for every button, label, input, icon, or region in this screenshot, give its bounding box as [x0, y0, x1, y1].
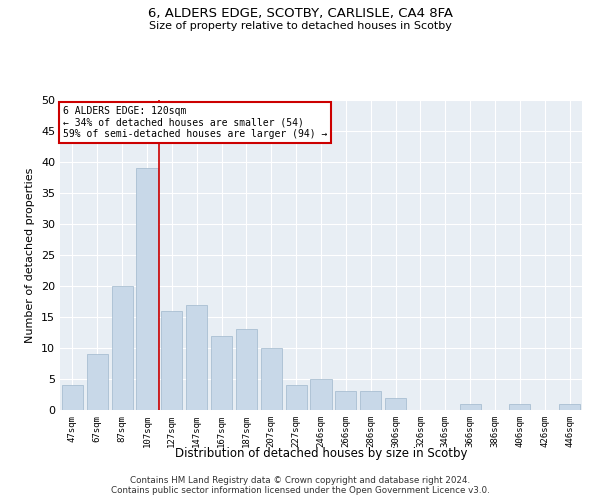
Text: 6 ALDERS EDGE: 120sqm
← 34% of detached houses are smaller (54)
59% of semi-deta: 6 ALDERS EDGE: 120sqm ← 34% of detached …: [62, 106, 327, 140]
Bar: [161, 311, 182, 410]
Text: Contains public sector information licensed under the Open Government Licence v3: Contains public sector information licen…: [110, 486, 490, 495]
Bar: [335, 392, 356, 410]
Text: Distribution of detached houses by size in Scotby: Distribution of detached houses by size …: [175, 448, 467, 460]
Text: Contains HM Land Registry data © Crown copyright and database right 2024.: Contains HM Land Registry data © Crown c…: [130, 476, 470, 485]
Bar: [261, 348, 282, 410]
Y-axis label: Number of detached properties: Number of detached properties: [25, 168, 35, 342]
Bar: [62, 385, 83, 410]
Text: Size of property relative to detached houses in Scotby: Size of property relative to detached ho…: [149, 21, 451, 31]
Bar: [286, 385, 307, 410]
Bar: [236, 330, 257, 410]
Bar: [186, 304, 207, 410]
Bar: [360, 392, 381, 410]
Bar: [87, 354, 108, 410]
Bar: [310, 379, 332, 410]
Bar: [385, 398, 406, 410]
Bar: [460, 404, 481, 410]
Bar: [509, 404, 530, 410]
Bar: [211, 336, 232, 410]
Text: 6, ALDERS EDGE, SCOTBY, CARLISLE, CA4 8FA: 6, ALDERS EDGE, SCOTBY, CARLISLE, CA4 8F…: [148, 8, 452, 20]
Bar: [559, 404, 580, 410]
Bar: [136, 168, 158, 410]
Bar: [112, 286, 133, 410]
